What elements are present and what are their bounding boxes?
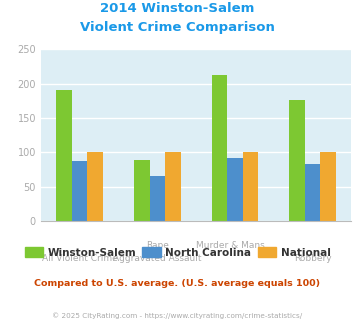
Bar	[149, 177, 165, 221]
Text: Rape: Rape	[146, 241, 169, 249]
Bar	[243, 152, 258, 221]
Text: Robbery: Robbery	[294, 254, 332, 263]
Legend: Winston-Salem, North Carolina, National: Winston-Salem, North Carolina, National	[20, 243, 335, 262]
Bar	[134, 160, 149, 221]
Text: All Violent Crime: All Violent Crime	[42, 254, 118, 263]
Bar	[72, 161, 87, 221]
Text: Violent Crime Comparison: Violent Crime Comparison	[80, 21, 275, 34]
Bar	[165, 152, 181, 221]
Bar	[289, 100, 305, 221]
Bar	[305, 164, 320, 221]
Text: 2014 Winston-Salem: 2014 Winston-Salem	[100, 2, 255, 15]
Text: Murder & Mans...: Murder & Mans...	[196, 241, 274, 249]
Bar	[87, 152, 103, 221]
Text: Compared to U.S. average. (U.S. average equals 100): Compared to U.S. average. (U.S. average …	[34, 279, 321, 288]
Bar	[212, 75, 227, 221]
Bar	[56, 90, 72, 221]
Bar	[227, 158, 243, 221]
Text: © 2025 CityRating.com - https://www.cityrating.com/crime-statistics/: © 2025 CityRating.com - https://www.city…	[53, 312, 302, 318]
Text: Aggravated Assault: Aggravated Assault	[113, 254, 202, 263]
Bar	[320, 152, 336, 221]
